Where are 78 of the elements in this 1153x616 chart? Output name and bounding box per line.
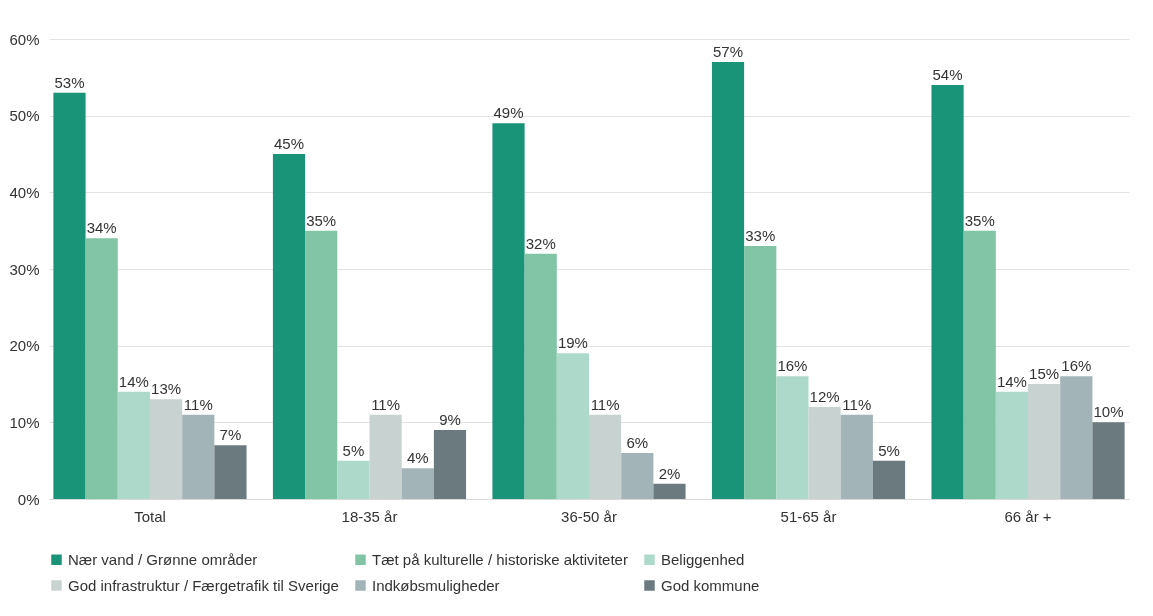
y-tick-label: 30% bbox=[9, 260, 40, 278]
bar bbox=[1092, 422, 1125, 499]
y-tick-label: 60% bbox=[9, 30, 40, 48]
x-tick-label: 18-35 år bbox=[341, 507, 398, 525]
data-label: 16% bbox=[1061, 357, 1092, 375]
data-label: 19% bbox=[557, 334, 588, 352]
legend-label: God kommune bbox=[661, 576, 760, 594]
bar bbox=[711, 62, 745, 499]
data-label: 13% bbox=[151, 380, 182, 398]
data-label: 11% bbox=[183, 395, 213, 413]
legend-label: God infrastruktur / Færgetrafik til Sverige bbox=[68, 576, 339, 594]
bar bbox=[621, 453, 654, 499]
data-label: 11% bbox=[842, 395, 872, 413]
data-label: 14% bbox=[996, 372, 1027, 390]
data-label: 49% bbox=[493, 104, 524, 122]
bar bbox=[117, 391, 150, 499]
data-label: 35% bbox=[306, 211, 337, 229]
bar bbox=[744, 246, 777, 499]
bar bbox=[872, 460, 906, 499]
x-tick-label: Total bbox=[134, 507, 166, 525]
x-tick-label: 51-65 år bbox=[780, 507, 837, 525]
y-tick-label: 50% bbox=[9, 107, 40, 125]
data-label: 5% bbox=[342, 441, 365, 459]
bar bbox=[995, 391, 1029, 499]
data-label: 6% bbox=[626, 434, 649, 451]
bar bbox=[182, 414, 215, 499]
y-tick-label: 10% bbox=[9, 413, 40, 431]
bar bbox=[214, 445, 247, 499]
bar bbox=[149, 399, 183, 499]
bar bbox=[85, 238, 118, 499]
bar bbox=[808, 407, 841, 499]
bar bbox=[653, 483, 686, 499]
bar bbox=[840, 414, 873, 499]
bar bbox=[433, 430, 467, 499]
bar bbox=[524, 253, 557, 499]
data-label: 11% bbox=[371, 395, 401, 413]
data-label: 45% bbox=[273, 135, 305, 152]
data-label: 12% bbox=[809, 388, 840, 405]
data-label: 32% bbox=[525, 234, 556, 252]
bar bbox=[1028, 384, 1061, 499]
x-tick-label: 66 år + bbox=[1004, 507, 1052, 525]
legend-label: Nær vand / Grønne områder bbox=[68, 550, 258, 568]
bar bbox=[963, 230, 996, 499]
bar bbox=[589, 414, 622, 499]
data-label: 11% bbox=[590, 395, 620, 413]
data-label: 57% bbox=[713, 43, 744, 60]
bar bbox=[272, 154, 306, 499]
y-tick-label: 40% bbox=[9, 183, 40, 201]
bar bbox=[53, 92, 86, 499]
bar bbox=[492, 123, 525, 499]
bar bbox=[305, 230, 338, 499]
data-label: 2% bbox=[658, 464, 681, 482]
data-label: 9% bbox=[439, 411, 461, 428]
data-label: 10% bbox=[1093, 403, 1124, 421]
data-label: 54% bbox=[932, 66, 963, 83]
data-label: 34% bbox=[86, 219, 117, 237]
bar bbox=[776, 376, 809, 499]
data-label: 14% bbox=[118, 372, 149, 390]
bar bbox=[1060, 376, 1093, 499]
data-label: 7% bbox=[219, 426, 242, 444]
data-label: 15% bbox=[1029, 365, 1060, 382]
legend-label: Indkøbsmuligheder bbox=[372, 576, 500, 594]
y-tick-label: 20% bbox=[9, 337, 40, 355]
bar bbox=[556, 353, 589, 499]
legend-label: Beliggenhed bbox=[661, 550, 745, 568]
data-label: 4% bbox=[406, 449, 429, 467]
data-label: 33% bbox=[745, 227, 776, 244]
x-tick-label: 36-50 år bbox=[561, 507, 617, 525]
legend-label: Tæt på kulturelle / historiske aktiviteter bbox=[372, 550, 628, 568]
data-label: 5% bbox=[878, 441, 900, 459]
bar bbox=[337, 460, 370, 499]
data-label: 53% bbox=[54, 73, 85, 91]
bar bbox=[931, 85, 964, 499]
bar bbox=[369, 414, 402, 499]
data-label: 35% bbox=[964, 211, 995, 229]
data-label: 16% bbox=[777, 357, 808, 375]
y-tick-label: 0% bbox=[17, 490, 40, 508]
bar bbox=[401, 468, 434, 499]
